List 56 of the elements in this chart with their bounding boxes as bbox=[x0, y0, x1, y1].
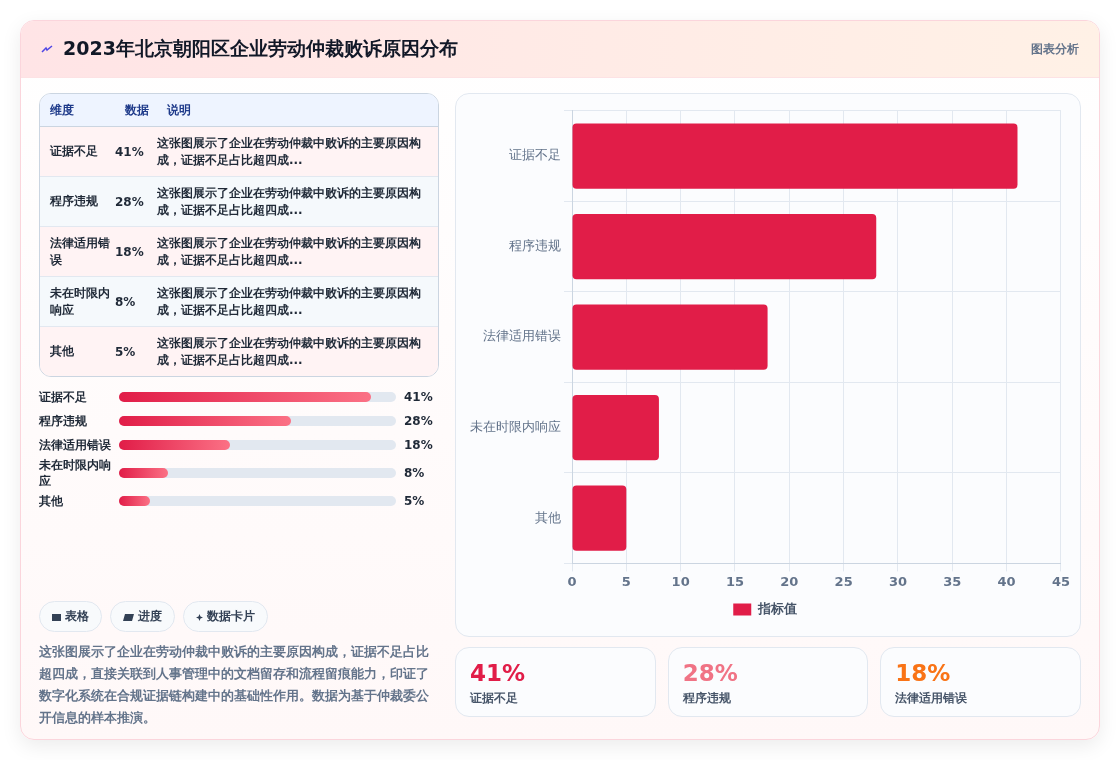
category-label: 证据不足 bbox=[470, 691, 518, 705]
category-label: 程序违规 bbox=[39, 414, 87, 428]
text: 41% bbox=[115, 144, 144, 159]
text: 这张图展示了企业在劳动仲裁中败诉的主要原因构成，证据不足占比超四成，直接关联到人事管理中的文档留存和流程留痕能力，印证了数字化系统在合规证据链构建中的基础性作用。数据为基于仲裁委公开信息的样本推演。 bbox=[39, 643, 430, 727]
text: 5% bbox=[115, 344, 136, 359]
x-tick-label: 20 bbox=[780, 573, 799, 589]
category-label: 法律适用错误 bbox=[39, 438, 111, 452]
x-tick-label: 15 bbox=[725, 573, 745, 589]
text: 数据 bbox=[125, 101, 150, 119]
text: 5% bbox=[404, 494, 425, 508]
y-tick-label: 法律适用错误 bbox=[483, 328, 561, 344]
x-tick-label: 0 bbox=[567, 573, 577, 589]
text: 进度 bbox=[138, 608, 162, 625]
x-tick-label: 40 bbox=[997, 573, 1016, 589]
y-tick-label: 程序违规 bbox=[509, 237, 561, 253]
text: 18% bbox=[115, 244, 144, 259]
category-label: 证据不足 bbox=[50, 144, 98, 158]
text: 41% bbox=[470, 660, 527, 686]
x-tick-label: 25 bbox=[834, 573, 853, 589]
text: 图表分析 bbox=[1031, 40, 1079, 58]
text: 2023年北京朝阳区企业劳动仲裁败诉原因分布 bbox=[63, 36, 458, 61]
category-label: 程序违规 bbox=[682, 691, 731, 705]
text: 这张图展示了企业在劳动仲裁中败诉的主要原因构成，证据不足占比超四成... bbox=[157, 134, 422, 169]
x-tick-label: 35 bbox=[943, 573, 962, 589]
y-tick-label: 证据不足 bbox=[509, 147, 561, 163]
text: 28% bbox=[404, 414, 433, 428]
category-label: 证据不足 bbox=[39, 390, 87, 404]
text: 说明 bbox=[167, 101, 191, 119]
text: 8% bbox=[115, 294, 136, 309]
text: 这张图展示了企业在劳动仲裁中败诉的主要原因构成，证据不足占比超四成... bbox=[157, 235, 421, 267]
text: 28% bbox=[115, 194, 144, 209]
text: 18% bbox=[404, 438, 433, 452]
x-tick-label: 10 bbox=[671, 573, 690, 589]
category-label: 未在时限内响应 bbox=[39, 458, 111, 488]
text: 这张图展示了企业在劳动仲裁中败诉的主要原因构成，证据不足占比超四成... bbox=[157, 185, 421, 217]
x-tick-label: 45 bbox=[1051, 573, 1070, 589]
category-label: 未在时限内响应 bbox=[50, 285, 110, 317]
x-tick-label: 30 bbox=[888, 573, 908, 589]
text: 这张图展示了企业在劳动仲裁中败诉的主要原因构成，证据不足占比超四成... bbox=[157, 285, 421, 317]
category-label: 法律适用错误 bbox=[895, 691, 968, 705]
category-label: 其他 bbox=[39, 494, 63, 508]
text: 8% bbox=[404, 466, 425, 480]
y-tick-label: 未在时限内响应 bbox=[470, 418, 561, 434]
x-tick-label: 5 bbox=[621, 573, 631, 589]
text: 表格 bbox=[65, 608, 89, 625]
y-tick-label: 其他 bbox=[535, 509, 561, 525]
text: 18% bbox=[895, 660, 952, 686]
category-label: 程序违规 bbox=[50, 194, 98, 208]
text: 28% bbox=[682, 660, 739, 686]
text: 数据卡片 bbox=[207, 608, 255, 625]
text: 维度 bbox=[49, 101, 75, 119]
category-label: 其他 bbox=[50, 344, 74, 358]
text: 41% bbox=[404, 390, 433, 404]
category-label: 法律适用错误 bbox=[50, 235, 110, 267]
legend-label: 指标值 bbox=[756, 600, 797, 616]
text: 这张图展示了企业在劳动仲裁中败诉的主要原因构成，证据不足占比超四成... bbox=[157, 335, 421, 367]
